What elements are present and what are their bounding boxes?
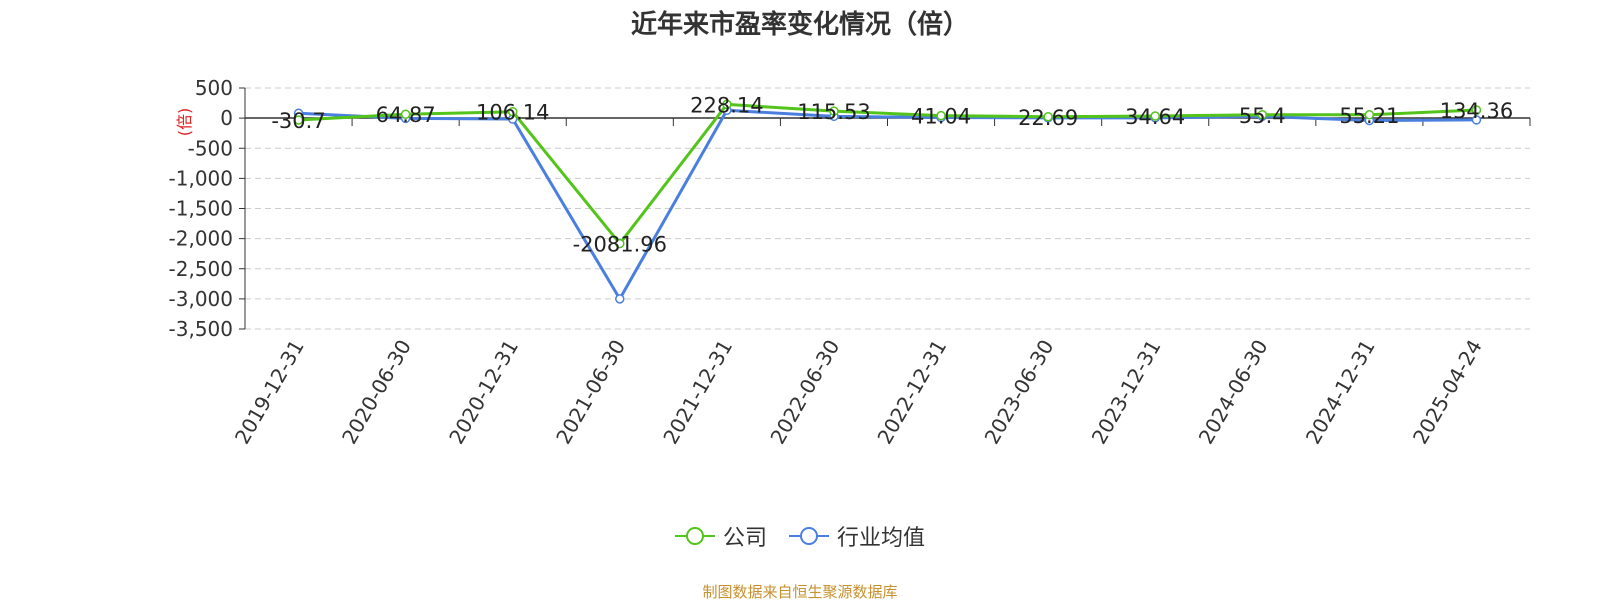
x-tick-label: 2025-04-24 — [1408, 336, 1487, 449]
y-tick-label: -1,000 — [169, 166, 233, 190]
data-point-company — [293, 115, 304, 125]
data-point-company — [829, 106, 839, 116]
x-tick-label: 2022-12-31 — [872, 336, 951, 449]
series-layer — [293, 99, 1482, 304]
y-axis-unit-label: (倍) — [175, 108, 194, 137]
data-label: 134.36 — [1440, 99, 1513, 123]
data-label: 228.14 — [690, 93, 763, 117]
x-tick-label: 2022-06-30 — [765, 336, 844, 449]
x-tick-label: 2023-12-31 — [1087, 336, 1166, 449]
data-label: -2081.96 — [573, 233, 667, 257]
legend-company-label: 公司 — [722, 526, 767, 551]
data-point-company — [1364, 110, 1375, 120]
y-axis: 500 0 -500 -1,000 -1,500 -2,000 -2,500 -3,000 -3… — [169, 76, 246, 341]
data-point-company — [615, 238, 625, 249]
y-tick-label: -3,000 — [169, 287, 233, 311]
y-tick-label: -2,500 — [169, 257, 233, 281]
legend-company-marker — [674, 527, 715, 545]
y-tick-label: -2,000 — [169, 227, 233, 251]
x-tick-label: 2020-06-30 — [337, 336, 416, 449]
data-point-company — [1471, 105, 1482, 115]
data-point-industry — [1471, 115, 1482, 125]
legend-item-industry[interactable]: 行业均值 — [789, 520, 925, 552]
data-point-company — [722, 99, 732, 110]
x-tick-label: 2020-12-31 — [444, 336, 523, 449]
data-point-company — [507, 106, 518, 117]
series-line-company — [298, 102, 1477, 246]
x-tick-label: 2021-12-31 — [658, 336, 737, 449]
data-label: 64.87 — [376, 103, 436, 127]
data-label: 41.04 — [911, 105, 971, 129]
data-point-company — [1257, 110, 1268, 120]
data-point-company — [400, 109, 411, 119]
data-label: 55.21 — [1339, 104, 1399, 128]
data-point-company — [1150, 111, 1160, 121]
y-tick-label: -3,500 — [169, 317, 233, 341]
x-tick-label: 2024-12-31 — [1301, 336, 1380, 449]
x-tick-label: 2019-12-31 — [230, 336, 309, 449]
grid-lines — [245, 87, 1530, 330]
chart-title: 近年来市盈率变化情况（倍） — [630, 10, 969, 40]
data-label: 106.14 — [476, 101, 549, 125]
data-label: 22.69 — [1018, 106, 1078, 130]
y-tick-label: -500 — [188, 136, 233, 160]
data-label: -30.7 — [271, 109, 325, 133]
y-tick-label: 0 — [220, 106, 233, 130]
data-labels: -30.7 64.87 106.14 -2081.96 228.14 115.53 41.0… — [271, 93, 1513, 256]
data-label: 55.4 — [1239, 104, 1286, 128]
data-point-industry — [615, 294, 625, 304]
data-point-company — [936, 110, 946, 121]
legend: 公司 行业均值 — [0, 520, 1600, 552]
x-tick-label: 2021-06-30 — [551, 336, 630, 449]
data-label: 34.64 — [1125, 105, 1185, 129]
series-line-industry — [298, 108, 1477, 301]
data-label: 115.53 — [797, 100, 870, 124]
x-tick-label: 2024-06-30 — [1194, 336, 1273, 449]
legend-industry-label: 行业均值 — [837, 526, 926, 551]
data-point-company — [1043, 112, 1053, 122]
source-note: 制图数据来自恒生聚源数据库 — [702, 583, 898, 601]
legend-item-company[interactable]: 公司 — [674, 520, 767, 552]
x-tick-label: 2023-06-30 — [980, 336, 1059, 449]
y-tick-label: -1,500 — [169, 197, 233, 221]
legend-industry-marker — [789, 527, 829, 545]
x-axis: 2019-12-31 2020-06-30 2020-12-31 2021-06-30… — [230, 117, 1531, 449]
y-tick-label: 500 — [195, 76, 233, 100]
